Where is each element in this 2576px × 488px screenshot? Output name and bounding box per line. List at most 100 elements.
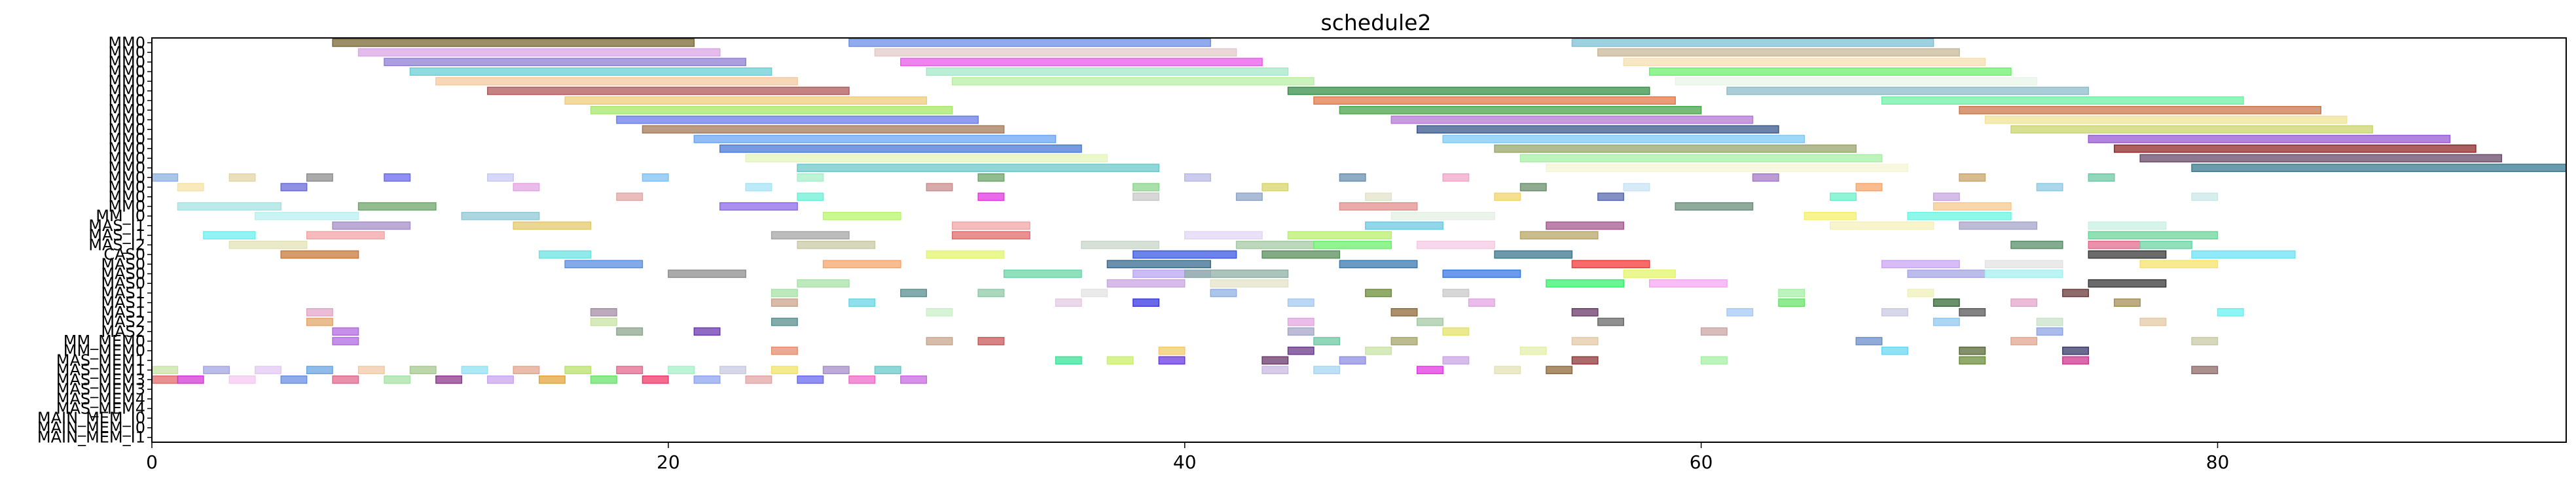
task-bar xyxy=(1959,173,1986,182)
task-bar xyxy=(771,231,850,239)
x-tick-label: 20 xyxy=(657,451,680,473)
task-bar xyxy=(1623,58,1986,67)
y-tick-label: MM0 xyxy=(108,130,145,148)
task-bar xyxy=(590,308,617,317)
task-bar xyxy=(332,39,695,47)
task-bar xyxy=(719,144,1082,153)
task-bar xyxy=(1519,154,1883,163)
task-bar xyxy=(2088,221,2167,230)
task-bar xyxy=(2036,327,2063,336)
y-tick-label: MAS_MEM4 xyxy=(56,400,145,418)
task-bar xyxy=(332,375,359,384)
task-bar xyxy=(1700,327,1728,336)
task-bar xyxy=(1726,86,2090,96)
task-bar xyxy=(693,135,1057,143)
task-bar xyxy=(771,298,798,307)
task-bar xyxy=(1235,241,1315,249)
task-bar xyxy=(177,375,204,384)
task-bar xyxy=(1519,183,1547,192)
y-tick-label: MAS1 xyxy=(101,303,145,321)
task-bar xyxy=(642,375,669,384)
task-bar xyxy=(1210,288,1237,298)
task-bar xyxy=(1133,250,1237,259)
task-bar xyxy=(1468,298,1495,307)
task-bar xyxy=(977,192,1005,201)
task-bar xyxy=(461,211,540,220)
task-bar xyxy=(1133,298,1160,307)
task-bar xyxy=(590,317,617,326)
task-bar xyxy=(926,308,953,317)
task-bar xyxy=(255,211,359,220)
task-bar xyxy=(1390,337,1418,345)
y-tick-label: MAIN_MEM_I0 xyxy=(37,409,145,427)
task-bar xyxy=(332,221,411,230)
y-tick-label: MM0 xyxy=(108,101,145,119)
task-bar xyxy=(2062,356,2090,365)
task-bar xyxy=(2191,192,2219,201)
task-bar xyxy=(1597,48,1960,57)
task-bar xyxy=(513,221,592,230)
y-tick-label: MM0 xyxy=(108,149,145,167)
task-bar xyxy=(1442,173,1470,182)
task-bar xyxy=(745,183,772,192)
task-bar xyxy=(332,327,359,336)
task-bar xyxy=(1442,327,1470,336)
task-bar xyxy=(1365,192,1392,201)
task-bar xyxy=(1494,250,1573,259)
task-bar xyxy=(1184,270,1289,278)
task-bar xyxy=(1235,192,1263,201)
task-bar xyxy=(487,173,514,182)
task-bar xyxy=(2036,317,2063,326)
y-tick-label: MAS_MEM1 xyxy=(56,351,145,370)
y-tick-label: MM0 xyxy=(108,33,145,52)
task-bar xyxy=(1365,288,1392,298)
x-tick-label: 80 xyxy=(2206,451,2230,473)
task-bar xyxy=(409,366,437,374)
plot-frame xyxy=(151,37,2567,443)
y-tick-label: MAS_MEM3 xyxy=(56,370,145,389)
x-tick-label: 60 xyxy=(1690,451,1713,473)
task-bar xyxy=(616,192,644,201)
y-tick-label: MAS0 xyxy=(101,265,145,283)
task-bar xyxy=(1984,260,2063,269)
task-bar xyxy=(228,375,256,384)
task-bar xyxy=(2062,346,2090,355)
task-bar xyxy=(2010,337,2038,345)
task-bar xyxy=(280,250,359,259)
task-bar xyxy=(409,67,772,76)
task-bar xyxy=(1313,96,1676,105)
task-bar xyxy=(1390,308,1418,317)
task-bar xyxy=(926,250,1005,259)
y-tick-label: CAS0 xyxy=(103,245,145,264)
x-axis-ticks: 0 20 40 60 80 xyxy=(146,442,2229,473)
task-bar xyxy=(797,192,824,201)
y-tick-label: MM_MEM0 xyxy=(63,341,145,360)
task-bar xyxy=(1571,356,1599,365)
x-tick-label: 0 xyxy=(146,451,158,473)
task-bar xyxy=(1932,192,1960,201)
task-bar xyxy=(1571,337,1599,345)
task-bar xyxy=(564,366,592,374)
y-tick-label: MM0 xyxy=(108,178,145,196)
y-tick-label: MM0 xyxy=(108,139,145,158)
task-bar xyxy=(1313,241,1392,249)
task-bar xyxy=(1907,211,2012,220)
task-bar xyxy=(228,173,256,182)
task-bar xyxy=(1365,346,1392,355)
task-bar xyxy=(616,327,644,336)
task-bar xyxy=(1133,192,1160,201)
task-bar xyxy=(2010,125,2373,134)
y-tick-label: MAS_I2 xyxy=(88,235,145,254)
task-bar xyxy=(977,173,1005,182)
task-bar xyxy=(357,48,721,57)
task-bar xyxy=(1494,192,1521,201)
task-bar xyxy=(2010,241,2063,249)
task-bar xyxy=(2010,298,2038,307)
task-bar xyxy=(771,317,798,326)
task-bar xyxy=(668,270,746,278)
task-bar xyxy=(1959,221,2038,230)
task-bar xyxy=(1339,106,1702,114)
task-bar xyxy=(1184,231,1263,239)
y-tick-label: MAS2 xyxy=(101,313,145,331)
